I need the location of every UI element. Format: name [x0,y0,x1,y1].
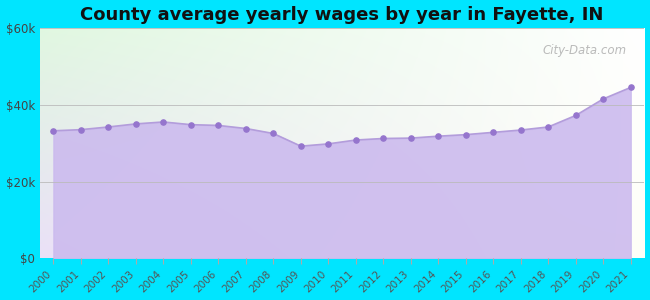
Point [103,124,114,129]
Point [406,136,416,140]
Point [515,128,526,132]
Point [488,130,499,135]
Text: City-Data.com: City-Data.com [542,44,627,57]
Point [48,128,58,133]
Point [131,122,141,126]
Point [461,132,471,137]
Point [543,124,553,129]
Point [378,136,389,141]
Point [186,122,196,127]
Point [598,97,608,101]
Point [433,134,443,139]
Point [571,113,581,118]
Point [75,127,86,132]
Point [158,120,168,124]
Point [323,142,333,146]
Point [625,85,636,90]
Point [240,126,251,131]
Point [213,123,224,128]
Point [350,138,361,142]
Point [268,131,279,136]
Title: County average yearly wages by year in Fayette, IN: County average yearly wages by year in F… [81,6,604,24]
Point [296,144,306,148]
